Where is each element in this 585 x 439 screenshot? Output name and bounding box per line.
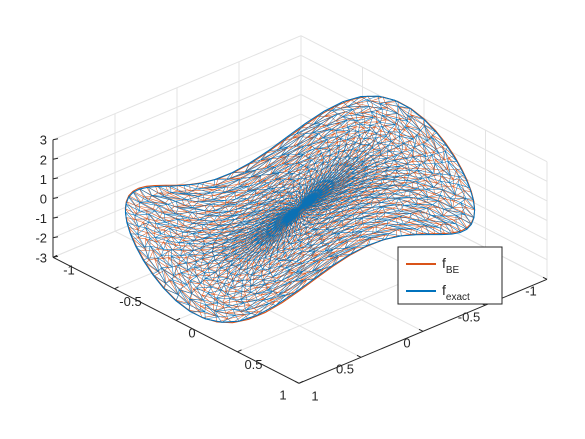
z-tick-mark xyxy=(52,177,59,180)
z-tick-label: 0 xyxy=(40,192,47,207)
z-tick-label: 3 xyxy=(40,133,47,148)
wall-gridline-z xyxy=(52,54,302,160)
wall-gridline-z xyxy=(300,152,548,280)
z-tick-label: 2 xyxy=(40,152,47,167)
x-tick-mark xyxy=(294,380,300,384)
z-tick-mark xyxy=(52,138,59,141)
legend-entry-label: fexact xyxy=(442,282,470,303)
legend-entry-label: fBE xyxy=(442,255,460,276)
z-tick-mark xyxy=(52,236,59,239)
x-tick-mark xyxy=(356,354,362,358)
y-tick-label: -0.5 xyxy=(119,294,141,309)
legend-box xyxy=(397,246,503,305)
wall-gridline-z xyxy=(52,94,302,199)
wall-gridline-z xyxy=(300,113,548,241)
x-tick-label: 0.5 xyxy=(336,361,354,376)
legend-label-base: f xyxy=(442,255,446,271)
y-tick-mark xyxy=(114,286,119,290)
surface-boundary xyxy=(124,95,476,323)
x-tick-label: 0 xyxy=(403,335,410,350)
z-tick-mark xyxy=(52,157,59,160)
wall-gridline-z xyxy=(52,113,302,219)
x-tick-label: -0.5 xyxy=(458,309,480,324)
surface-mesh-lines xyxy=(125,95,475,323)
axis-box xyxy=(52,138,548,384)
tick-labels: -1 -0.5 0 0.5 1 -1 -0.5 0 0.5 1 -3 -2 -1 0 1 2 3 xyxy=(35,133,536,404)
surface-boundary xyxy=(124,95,476,324)
y-tick-mark xyxy=(237,349,242,353)
x-tick-label: -1 xyxy=(525,283,537,298)
series-f-exact-mesh xyxy=(124,95,476,323)
legend-label-base: f xyxy=(442,282,446,298)
z-tick-mark xyxy=(52,197,59,199)
y-tick-label: -1 xyxy=(63,262,75,277)
y-tick-mark xyxy=(298,380,304,384)
y-tick-label: 1 xyxy=(311,388,318,403)
floor-gridline-x xyxy=(114,230,362,358)
wall-gridline-z xyxy=(300,74,548,202)
y-tick-label: 0 xyxy=(188,325,195,340)
y-tick-mark xyxy=(175,317,181,321)
x-tick-label: 1 xyxy=(279,387,286,402)
wall-gridline-z xyxy=(52,35,302,141)
x-tick-mark xyxy=(542,276,548,280)
wall-gridline-z xyxy=(300,35,548,163)
z-tick-mark xyxy=(52,255,59,258)
legend-label-subscript: exact xyxy=(446,292,470,303)
z-tick-mark xyxy=(52,216,59,219)
y-tick-label: 0.5 xyxy=(244,357,262,372)
z-tick-label: -3 xyxy=(35,250,47,265)
z-tick-label: -2 xyxy=(35,231,47,246)
wall-gridline-z xyxy=(52,74,302,180)
legend-label-subscript: BE xyxy=(446,265,460,276)
x-tick-mark xyxy=(418,328,424,332)
z-tick-label: 1 xyxy=(40,172,47,187)
z-tick-label: -1 xyxy=(35,211,47,226)
wall-gridline-z xyxy=(52,152,302,258)
